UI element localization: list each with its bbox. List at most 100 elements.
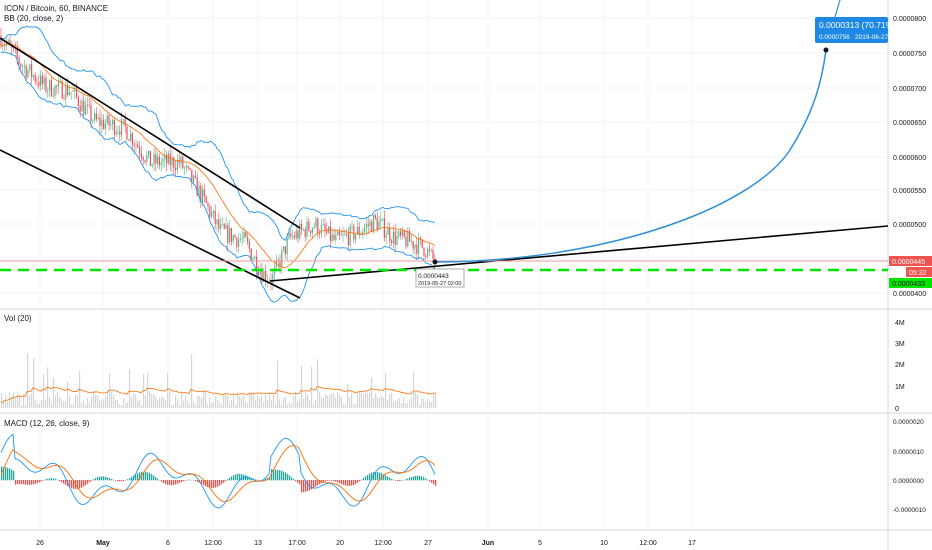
- candle-body: [272, 273, 274, 284]
- candle-body: [288, 233, 290, 239]
- macd-histogram-bar: [351, 480, 353, 486]
- macd-histogram-bar: [427, 479, 429, 481]
- cursor-date-text: 2019-05-27 02:00: [418, 281, 461, 287]
- volume-bar: [109, 373, 111, 408]
- macd-histogram-bar: [51, 478, 53, 481]
- volume-bar: [67, 381, 69, 408]
- candle-body: [265, 270, 267, 282]
- volume-bar: [259, 397, 261, 408]
- price-tick-label: 0.0000750: [893, 51, 926, 58]
- volume-bar: [399, 397, 401, 408]
- support-price-tag: 0.0000433: [889, 278, 932, 288]
- macd-histogram-bar: [45, 479, 47, 481]
- macd-histogram-bar: [9, 468, 11, 481]
- macd-histogram-bar: [143, 471, 145, 481]
- time-tick-label: 12:00: [204, 540, 222, 547]
- macd-histogram-bar: [319, 480, 321, 485]
- candle-body: [430, 249, 432, 251]
- candle-body: [70, 91, 72, 93]
- macd-histogram-bar: [383, 474, 385, 481]
- macd-histogram-bar: [355, 480, 357, 485]
- macd-histogram-bar: [99, 476, 101, 481]
- volume-bar: [29, 395, 31, 408]
- bb-legend[interactable]: BB (20, close, 2): [4, 14, 63, 23]
- macd-histogram-bar: [29, 480, 31, 485]
- candle-body: [139, 147, 141, 154]
- candle-body: [225, 224, 227, 229]
- macd-histogram-bar: [315, 480, 317, 487]
- macd-histogram-bar: [149, 473, 151, 481]
- macd-histogram-bar: [11, 469, 13, 481]
- volume-bar: [407, 402, 409, 408]
- candle-body: [22, 66, 24, 68]
- price-axis[interactable]: 0.0000800 0.0000750 0.0000700 0.0000650 0.00…: [893, 16, 926, 298]
- candle-body: [56, 85, 58, 87]
- volume-bar: [379, 398, 381, 408]
- volume-bar: [1, 393, 3, 408]
- volume-bar: [179, 404, 181, 408]
- volume-bar: [169, 391, 171, 408]
- macd-histogram-bar: [167, 480, 169, 485]
- lower-trendline[interactable]: [0, 149, 301, 299]
- candle-body: [322, 224, 324, 225]
- candle-body: [227, 224, 229, 243]
- macd-legend[interactable]: MACD (12, 26, close, 9): [4, 419, 90, 428]
- macd-histogram-bar: [411, 476, 413, 481]
- candle-body: [36, 81, 38, 83]
- volume-bar: [21, 404, 23, 408]
- candle-body: [299, 224, 301, 239]
- symbol-legend[interactable]: ICON / Bitcoin, 60, BINANCE: [4, 4, 108, 13]
- projection-curve[interactable]: [434, 49, 827, 263]
- candle-body: [25, 65, 27, 78]
- macd-histogram-bar: [195, 480, 197, 482]
- candle-body: [389, 227, 391, 241]
- time-axis[interactable]: 26 May 6 12:00 13 17:00 20 12:00 27 Jun 5 10 12:00 17: [36, 540, 696, 547]
- macd-axis: 0.0000020 0.0000010 0.0000000 -0.0000010: [893, 419, 926, 514]
- candle-body: [0, 35, 2, 47]
- volume-bar: [367, 393, 369, 408]
- volume-bar: [217, 400, 219, 408]
- candle-body: [198, 185, 200, 197]
- candle-body: [122, 118, 124, 120]
- macd-histogram-bar: [39, 480, 41, 483]
- volume-bar: [115, 399, 117, 408]
- macd-histogram-bar: [293, 479, 295, 481]
- macd-histogram-bar: [245, 475, 247, 481]
- rising-trendline[interactable]: [269, 225, 889, 282]
- candle-body: [18, 57, 20, 64]
- candle-body: [394, 231, 396, 245]
- macd-histogram-bar: [127, 479, 129, 481]
- time-tick-label: 13: [254, 540, 262, 547]
- candle-body: [340, 235, 342, 236]
- volume-bar: [177, 399, 179, 408]
- volume-bar: [261, 395, 263, 408]
- macd-histogram-bar: [229, 477, 231, 481]
- candle-body: [140, 153, 142, 158]
- target-label[interactable]: 0.0000313 (70.71%) 0.0000756 2019-06-27: [815, 17, 896, 43]
- volume-bar: [265, 394, 267, 408]
- candle-body: [58, 81, 60, 87]
- candle-body: [173, 157, 175, 169]
- volume-bar: [129, 369, 131, 408]
- volume-bar: [159, 397, 161, 408]
- candle-body: [248, 241, 250, 249]
- volume-bar: [381, 395, 383, 408]
- volume-bar: [53, 377, 55, 408]
- candle-body: [128, 139, 130, 141]
- volume-bar: [211, 403, 213, 408]
- macd-histogram-bar: [139, 472, 141, 481]
- candle-body: [234, 235, 236, 238]
- candle-body: [117, 131, 119, 133]
- volume-bar: [191, 354, 193, 408]
- price-tick-label: 0.0000650: [893, 120, 926, 127]
- volume-legend[interactable]: Vol (20): [4, 314, 32, 323]
- volume-bar: [131, 397, 133, 408]
- macd-histogram-bar: [183, 480, 185, 482]
- macd-histogram-bar: [27, 480, 29, 485]
- upper-trendline[interactable]: [0, 37, 301, 229]
- macd-histogram-bar: [303, 480, 305, 493]
- macd-histogram-bar: [107, 477, 109, 481]
- volume-bar: [91, 396, 93, 408]
- volume-bar: [253, 393, 255, 408]
